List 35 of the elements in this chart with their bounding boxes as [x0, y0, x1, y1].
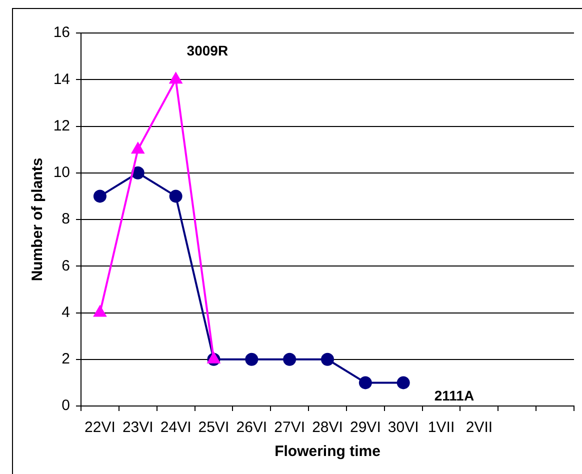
- x-tick-label: 22VI: [84, 419, 116, 436]
- x-tick-label: 23VI: [122, 419, 154, 436]
- y-tick-label: 10: [53, 164, 70, 182]
- point: [245, 352, 258, 366]
- point: [358, 376, 372, 390]
- point: [396, 376, 410, 390]
- y-tick-label: 2: [62, 350, 70, 368]
- x-tick-label: 24VI: [160, 419, 192, 436]
- x-tick-label: 2VII: [466, 419, 493, 436]
- y-tick-label: 4: [62, 304, 70, 321]
- point: [283, 352, 296, 366]
- y-tick-label: 12: [53, 117, 70, 134]
- series-label: 2111A: [434, 388, 474, 404]
- x-tick-label: 27VI: [274, 419, 306, 436]
- point: [169, 190, 182, 203]
- y-tick-label: 14: [53, 70, 70, 88]
- x-tick-label: 26VI: [236, 419, 268, 436]
- x-tick-label: 1VII: [428, 419, 455, 436]
- point: [93, 305, 107, 317]
- x-tick-label: 29VI: [350, 419, 381, 436]
- x-tick-label: 30VI: [388, 419, 419, 436]
- x-tick-label: 25VI: [198, 419, 230, 436]
- x-axis-title: Flowering time: [274, 443, 380, 460]
- point: [131, 142, 144, 154]
- series-label: 3009R: [186, 42, 228, 58]
- y-tick-label: 0: [62, 397, 70, 414]
- point: [131, 166, 144, 180]
- point: [93, 190, 106, 203]
- y-axis-title: Number of plants: [29, 158, 46, 282]
- y-tick-label: 8: [62, 210, 70, 228]
- point: [321, 352, 334, 366]
- y-tick-label: 6: [62, 257, 70, 274]
- point: [169, 72, 182, 84]
- y-tick-label: 16: [53, 24, 70, 42]
- x-tick-label: 28VI: [312, 419, 343, 436]
